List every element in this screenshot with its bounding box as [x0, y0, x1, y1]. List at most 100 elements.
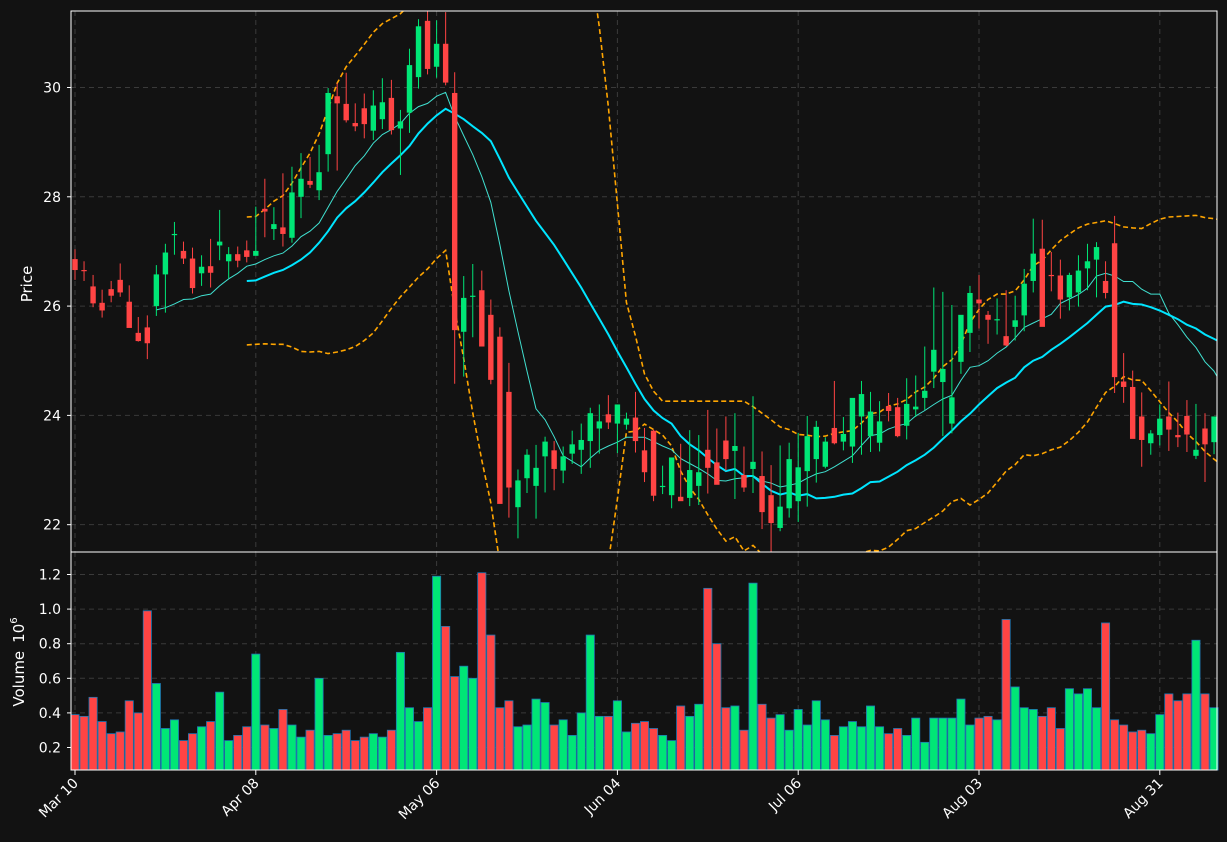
volume-bar — [856, 726, 866, 771]
volume-tick-label: 1.0 — [39, 602, 61, 618]
volume-bar — [847, 721, 857, 771]
candle-body — [207, 266, 214, 273]
volume-bar — [649, 728, 659, 771]
volume-bar — [685, 715, 695, 771]
volume-bar — [784, 729, 794, 771]
band-lines — [246, 11, 1217, 552]
volume-bar — [1164, 693, 1174, 771]
candle-body — [1193, 449, 1199, 456]
candle-body — [415, 26, 422, 78]
volume-tick-label: 0.2 — [39, 741, 61, 757]
price-tick-label: 28 — [43, 190, 61, 206]
volume-bar — [965, 724, 975, 771]
candle-body — [569, 444, 575, 454]
volume-bar — [893, 728, 903, 771]
candle-body — [153, 274, 160, 307]
candle-body — [1211, 416, 1217, 443]
volume-bar — [576, 712, 586, 771]
candle-body — [1139, 416, 1145, 440]
candle-body — [831, 427, 838, 444]
candle-body — [1120, 381, 1127, 387]
volume-bar — [260, 724, 270, 771]
candle-body — [271, 224, 277, 230]
volume-bar — [1155, 714, 1165, 771]
volume-bar — [875, 726, 885, 771]
candle-body — [976, 299, 982, 304]
candle-body — [876, 421, 883, 443]
volume-bar — [730, 705, 740, 771]
volume-bar — [585, 634, 595, 771]
candle-body — [1166, 416, 1172, 430]
candle-body — [1184, 415, 1190, 435]
candle-body — [940, 368, 946, 383]
volume-y-ticks: 0.2 0.4 0.6 0.8 1.0 1.2 — [39, 567, 71, 757]
volume-bar — [404, 707, 414, 771]
candle-body — [524, 454, 530, 479]
candle-body — [632, 417, 639, 442]
volume-bar — [956, 698, 966, 771]
candle-body — [1148, 433, 1154, 444]
volume-bar — [341, 729, 351, 771]
volume-bar — [640, 721, 650, 771]
volume-bar — [332, 733, 342, 771]
candle-body — [949, 397, 955, 424]
candle-body — [470, 295, 476, 297]
candle-body — [235, 254, 241, 261]
volume-bar — [504, 700, 514, 771]
candle-body — [108, 289, 114, 296]
candle-body — [822, 441, 829, 467]
volume-bar — [269, 728, 279, 771]
candle-body — [325, 92, 331, 155]
candle-body — [117, 279, 123, 293]
candle-body — [1075, 270, 1082, 293]
volume-bar — [748, 582, 758, 771]
volume-tick-label: 0.4 — [39, 706, 61, 722]
volume-bar — [251, 653, 261, 771]
candle-body — [578, 439, 584, 450]
volume-bar — [386, 729, 396, 771]
candle-body — [99, 302, 105, 311]
candle-body — [903, 403, 910, 426]
price-tick-label: 24 — [43, 408, 61, 424]
volume-bar — [658, 734, 668, 771]
volume-bar — [278, 709, 288, 771]
volume-axis-label: Volume 106 — [9, 617, 28, 706]
volume-bar — [495, 707, 505, 771]
candle-body — [804, 436, 810, 472]
candle-body — [1057, 275, 1064, 300]
volume-bar — [540, 702, 550, 771]
candle-body — [1157, 418, 1163, 436]
volume-bar — [368, 733, 378, 771]
volume-bar — [757, 703, 767, 771]
volume-bar — [377, 736, 387, 771]
candle-body — [705, 449, 711, 468]
candle-body — [641, 450, 648, 473]
volume-bar — [97, 721, 107, 771]
candle-body — [687, 470, 693, 498]
volume-bar — [947, 717, 957, 771]
candle-body — [90, 286, 96, 304]
volume-bar — [992, 719, 1002, 771]
candle-body — [442, 43, 449, 83]
volume-bar — [1001, 619, 1011, 771]
candle-body — [659, 485, 666, 488]
volume-bar — [1092, 707, 1102, 771]
volume-bar — [667, 740, 677, 771]
candle-body — [967, 292, 973, 333]
candle-body — [750, 461, 756, 469]
volume-bar — [233, 734, 243, 771]
volume-bar — [531, 698, 541, 771]
volume-bar — [151, 683, 161, 771]
candle-body — [497, 336, 503, 504]
volume-bar — [567, 734, 577, 771]
volume-bar — [486, 634, 496, 771]
volume-bar — [1146, 733, 1156, 771]
candle-body — [171, 233, 178, 236]
candle-body — [424, 20, 431, 69]
candle-body — [280, 227, 286, 234]
candle-body — [135, 332, 141, 342]
volume-bar — [820, 719, 830, 771]
candle-body — [650, 430, 657, 496]
volume-bar — [395, 651, 405, 771]
volume-bar — [242, 726, 252, 771]
